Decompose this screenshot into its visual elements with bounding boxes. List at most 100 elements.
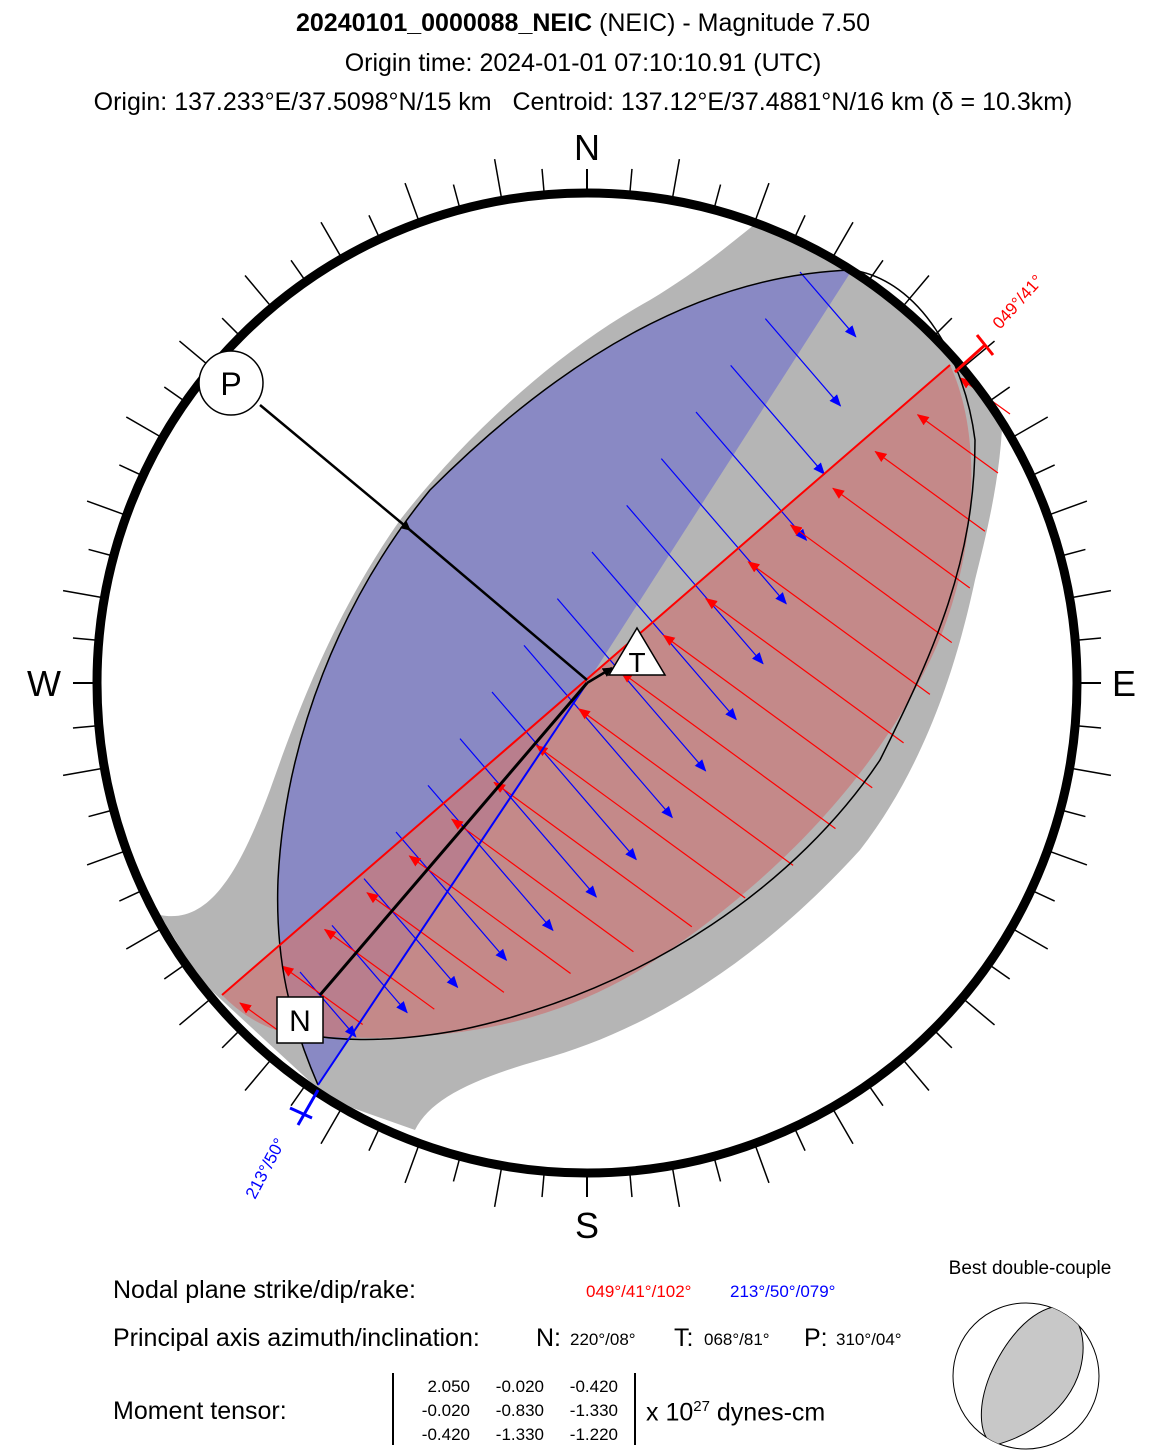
azimuth-tick: [125, 416, 160, 437]
p-axis-label: P: [220, 366, 241, 402]
azimuth-tick: [964, 999, 996, 1026]
tensor-row: 2.050 -0.020 -0.420: [427, 1377, 618, 1396]
plane1-marker: 049°/41°: [953, 271, 1047, 374]
azimuth-tick: [178, 999, 210, 1026]
azimuth-tick: [714, 1159, 722, 1182]
p-axis-line: [259, 404, 411, 531]
plane2-marker: 213°/50°: [242, 1089, 320, 1202]
azimuth-tick: [869, 1087, 884, 1107]
tensor-row: -0.420 -1.330 -1.220: [421, 1425, 618, 1444]
azimuth-tick: [991, 965, 1011, 980]
slip-arrow-red: [705, 597, 904, 744]
compass-east: E: [1112, 663, 1136, 704]
azimuth-tick: [88, 548, 111, 556]
azimuth-tick: [178, 340, 210, 367]
tensor-row: -0.020 -0.830 -1.330: [421, 1401, 618, 1420]
azimuth-tick: [493, 158, 502, 197]
azimuth-tick: [404, 182, 419, 220]
azimuth-tick: [1034, 464, 1055, 475]
azimuth-tick: [935, 317, 953, 335]
azimuth-tick: [62, 768, 101, 777]
azimuth-tick: [290, 259, 305, 279]
slip-arrow-red: [662, 634, 873, 789]
azimuth-tick: [964, 340, 996, 367]
azimuth-tick: [629, 1175, 633, 1198]
stereonet-outline: [92, 188, 1082, 1178]
t-axis-label: T: [628, 647, 645, 678]
n-axis-line: [318, 682, 589, 996]
slip-arrow-red: [620, 671, 836, 830]
azimuth-tick: [452, 1159, 460, 1182]
azimuth-tick: [833, 1110, 854, 1145]
plane2-strike-line: [317, 682, 588, 1086]
n-axis-label: N: [289, 1005, 311, 1038]
slip-arrow-blue: [395, 831, 508, 962]
slip-arrow-red: [323, 928, 435, 1010]
slip-arrow-red: [874, 450, 986, 532]
double-couple-beachball: [952, 1302, 1100, 1450]
slip-arrow-blue: [730, 364, 825, 475]
n-axis-text-label: N:: [536, 1324, 561, 1352]
p-axis-value: 310°/04°: [836, 1330, 902, 1349]
slip-arrow-blue: [459, 738, 597, 898]
beachball-diagram: N S E W 049°/41° 213°/50° P T N: [27, 127, 1136, 1246]
origin-centroid: Origin: 137.233°E/37.5098°N/15 km Centro…: [93, 88, 1073, 116]
azimuth-tick: [72, 637, 95, 641]
azimuth-tick: [72, 725, 95, 729]
azimuth-tick: [88, 810, 111, 818]
slip-arrow-red: [408, 855, 571, 974]
slip-arrow-red: [281, 965, 364, 1025]
azimuth-ticks: [62, 158, 1112, 1208]
azimuth-tick: [119, 464, 140, 475]
azimuth-tick: [935, 1031, 953, 1049]
nodal-plane-1-value: 049°/41°/102°: [586, 1282, 692, 1301]
azimuth-tick: [1079, 637, 1102, 641]
azimuth-tick: [125, 929, 160, 950]
n-axis-marker: N: [276, 996, 324, 1044]
slip-arrow-red: [535, 745, 746, 899]
azimuth-tick: [541, 1175, 545, 1198]
azimuth-tick: [541, 168, 545, 191]
azimuth-tick: [320, 1110, 341, 1145]
azimuth-tick: [1073, 768, 1112, 777]
azimuth-tick: [672, 1169, 681, 1208]
azimuth-tick: [452, 184, 460, 207]
slip-arrow-blue: [695, 411, 808, 542]
azimuth-tick: [795, 1130, 806, 1151]
azimuth-tick: [1050, 500, 1088, 515]
nodal-plane-2-trace: [276, 269, 853, 1086]
slip-arrow-blue: [799, 271, 857, 338]
azimuth-tick: [86, 851, 124, 866]
compass-south: S: [575, 1205, 599, 1246]
azimuth-tick: [869, 259, 884, 279]
azimuth-tick: [163, 965, 183, 980]
azimuth-tick: [320, 221, 341, 256]
azimuth-tick: [1014, 929, 1049, 950]
n-axis-value: 220°/08°: [570, 1330, 636, 1349]
azimuth-tick: [755, 182, 770, 220]
moment-tensor-label: Moment tensor:: [113, 1397, 287, 1425]
plane1-shaded-region: [222, 365, 972, 1038]
p-axis-text-label: P:: [804, 1324, 828, 1352]
azimuth-tick: [991, 386, 1011, 401]
title-rest: (NEIC) - Magnitude 7.50: [592, 9, 870, 37]
azimuth-tick: [368, 215, 379, 236]
double-couple-title: Best double-couple: [948, 1258, 1112, 1279]
t-axis-value: 068°/81°: [704, 1330, 770, 1349]
t-axis-line: [586, 666, 613, 685]
p-axis-line-inner: [409, 529, 588, 681]
slip-arrow-blue: [363, 878, 459, 989]
azimuth-tick: [903, 274, 930, 306]
slip-arrow-red: [366, 892, 505, 993]
tensor-units: x 1027 dynes-cm: [646, 1398, 826, 1427]
azimuth-tick: [244, 1060, 271, 1092]
slip-arrow-red: [747, 561, 931, 695]
azimuth-tick: [1034, 891, 1055, 902]
slip-arrow-blue: [299, 971, 357, 1038]
slip-arrow-blue: [491, 691, 637, 861]
azimuth-tick: [290, 1087, 305, 1107]
azimuth-tick: [493, 1169, 502, 1208]
azimuth-tick: [221, 1031, 239, 1049]
slip-arrow-red: [832, 487, 971, 589]
compass-west: W: [27, 663, 61, 704]
